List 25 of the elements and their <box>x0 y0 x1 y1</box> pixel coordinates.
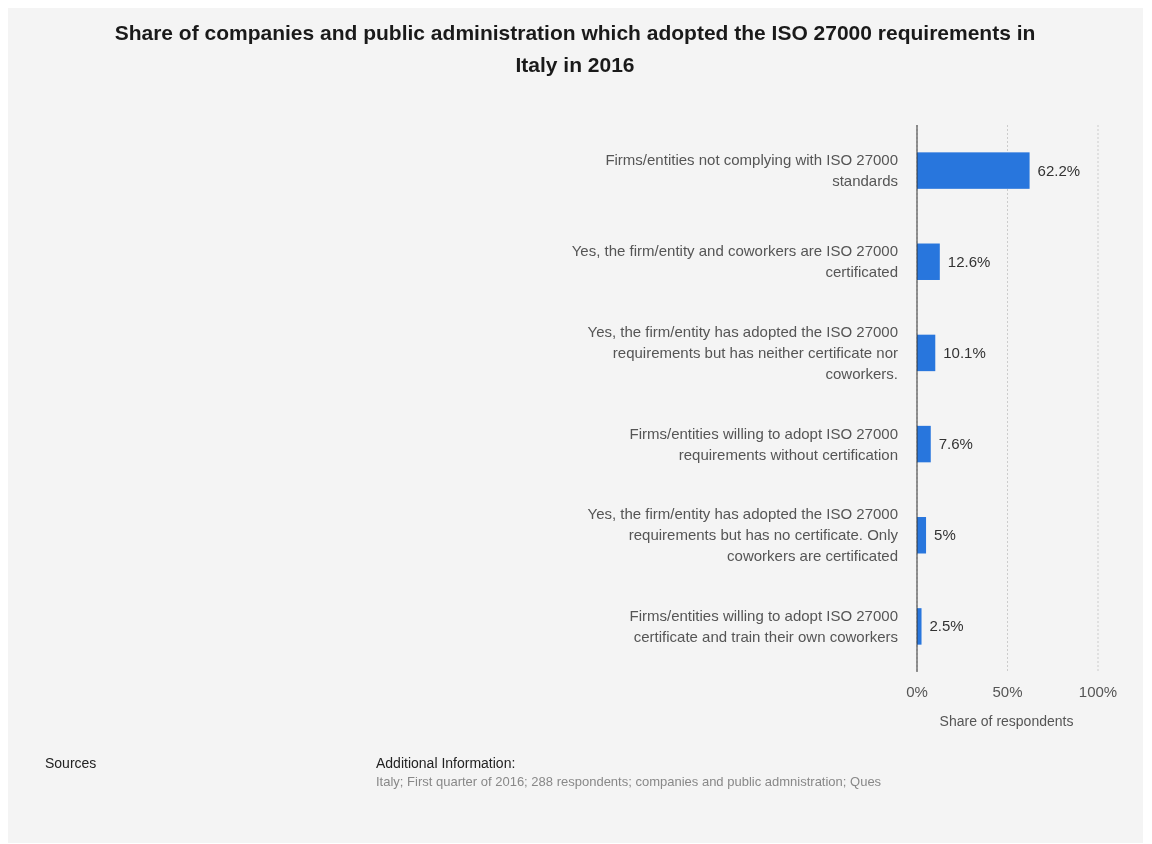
text: Share of companies and public administration which adopted the ISO 27000 requirements in Italy in 2016 <box>114 21 1036 76</box>
x-tick-label: 0% <box>906 683 928 700</box>
bar <box>917 608 922 645</box>
text: Sources <box>45 755 97 771</box>
x-tick-label: 100% <box>1078 683 1118 700</box>
y-tick-label: Firms/entities not complying with ISO 27000 standards <box>605 151 898 190</box>
y-tick-label: Yes, the firm/entity has adopted the ISO 27000 requirements but has no certificate. Only coworkers are certificated <box>587 505 899 565</box>
data-label: 5% <box>934 526 956 544</box>
bar <box>917 334 936 372</box>
bar <box>917 243 940 280</box>
y-tick-label: Firms/entities willing to adopt ISO 27000 requirements without certification <box>629 424 898 463</box>
text: Additional Information: <box>376 755 516 771</box>
bar <box>917 152 1030 189</box>
x-axis-title: Share of respondents <box>939 713 1074 729</box>
data-label: 7.6% <box>938 435 973 453</box>
data-label: 2.5% <box>929 617 964 635</box>
data-label: 62.2% <box>1037 161 1081 179</box>
data-label: 10.1% <box>943 343 986 361</box>
data-label: 12.6% <box>947 252 991 270</box>
y-tick-label: Yes, the firm/entity has adopted the ISO 27000 requirements but has neither certificate nor coworkers. <box>587 322 898 382</box>
y-tick-label: Yes, the firm/entity and coworkers are ISO 27000 certificated <box>571 242 898 281</box>
x-tick-label: 50% <box>992 683 1023 700</box>
bar <box>917 425 931 463</box>
text: Italy; First quarter of 2016; 288 respondents; companies and public admnistration; Ques <box>376 774 882 789</box>
y-tick-label: Firms/entities willing to adopt ISO 27000 certificate and train their own coworkers <box>629 606 898 645</box>
